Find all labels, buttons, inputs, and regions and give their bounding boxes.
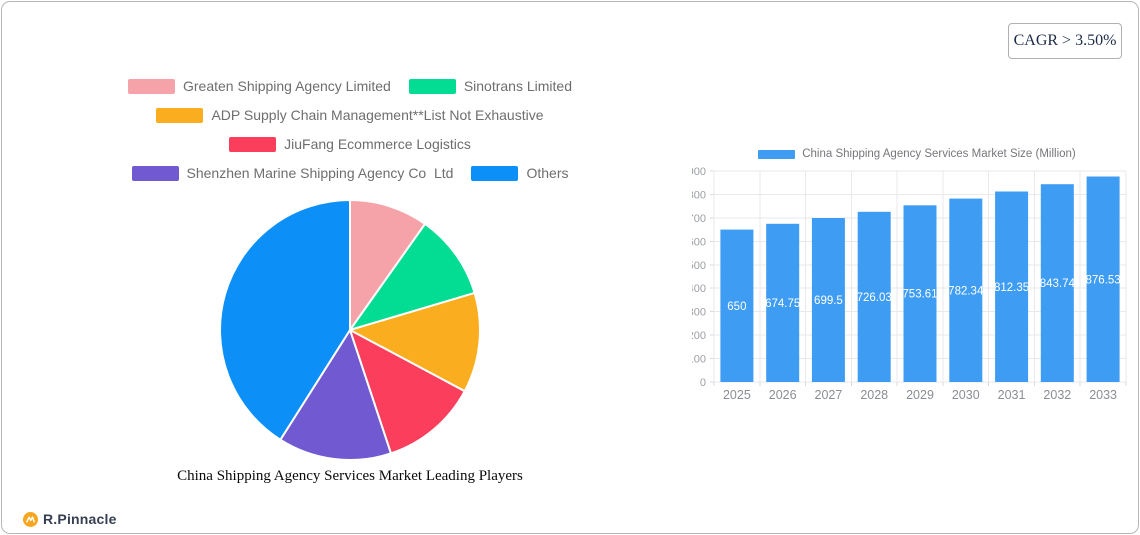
legend-swatch (128, 78, 175, 94)
pie-slice (349, 222, 476, 331)
brand-logo-text: R.Pinnacle (43, 511, 117, 527)
legend-label: Shenzhen Marine Shipping Agency Co Ltd (186, 165, 454, 181)
bar-value-label: 650 (727, 301, 746, 313)
y-axis-label: 900 (692, 166, 706, 178)
bar-value-label: 674.75 (765, 298, 800, 310)
pie-slice (349, 291, 481, 393)
x-axis-label: 2026 (769, 388, 797, 402)
legend-swatch (408, 78, 456, 94)
pie-legend: Greaten Shipping Agency Limited Sinotrans… (88, 78, 612, 181)
legend-item: ADP Supply Chain Management**List Not Ex… (156, 107, 544, 123)
bar-value-label: 782.34 (948, 285, 984, 297)
pie-slice (219, 199, 351, 441)
bar-value-label: 699.5 (814, 295, 843, 307)
pie-slice (349, 329, 466, 455)
x-axis-label: 2031 (998, 388, 1026, 402)
x-axis-label: 2029 (906, 388, 934, 402)
legend-item: Shenzhen Marine Shipping Agency Co Ltd (131, 165, 454, 181)
bar (811, 218, 845, 382)
y-axis-label: 200 (692, 330, 706, 342)
x-axis-label: 2030 (952, 388, 980, 402)
pie-svg (219, 199, 481, 461)
bar (949, 198, 983, 382)
legend-swatch (156, 107, 204, 123)
legend-swatch (471, 165, 519, 181)
legend-label: Greaten Shipping Agency Limited (183, 78, 391, 94)
bar-legend-swatch (758, 149, 796, 159)
y-axis-label: 100 (692, 354, 706, 366)
y-axis-label: 500 (692, 260, 706, 272)
legend-swatch (229, 136, 277, 152)
bar (995, 191, 1029, 382)
y-axis-label: 300 (692, 307, 706, 319)
bar (766, 223, 800, 382)
bar-legend-label: China Shipping Agency Services Market Si… (802, 148, 1076, 160)
legend-label: Others (526, 165, 569, 181)
y-axis-label: 600 (692, 236, 706, 248)
y-axis-label: 700 (692, 213, 706, 225)
x-axis-label: 2027 (815, 388, 843, 402)
y-axis-label: 800 (692, 189, 706, 201)
legend-swatch (131, 165, 179, 181)
legend-item: Others (471, 165, 568, 181)
legend-label: JiuFang Ecommerce Logistics (284, 136, 471, 152)
pie-chart (215, 195, 485, 465)
bar-value-label: 812.35 (994, 282, 1029, 294)
bar (903, 205, 937, 382)
pie-slice (279, 329, 392, 461)
bar-value-label: 726.03 (857, 292, 892, 304)
bar-svg: 0 100 200 300 400 500 600 700 800 900 650 2025 674.7… (688, 166, 1127, 402)
bar (720, 229, 754, 382)
x-axis-label: 2032 (1043, 388, 1071, 402)
legend-item: JiuFang Ecommerce Logistics (229, 136, 471, 152)
legend-label: Sinotrans Limited (463, 78, 572, 94)
legend-label: ADP Supply Chain Management**List Not Ex… (211, 107, 544, 123)
y-axis-label: 400 (692, 283, 706, 295)
bar (1086, 176, 1120, 382)
pie-slice (349, 199, 427, 331)
bar-value-label: 843.74 (1040, 278, 1076, 290)
brand-logo: R.Pinnacle (23, 511, 117, 527)
cagr-badge: CAGR > 3.50% (1008, 23, 1122, 59)
bar-chart-legend: China Shipping Agency Services Market Si… (692, 148, 1140, 160)
bar-value-label: 753.61 (902, 289, 937, 301)
bar-chart: 0 100 200 300 400 500 600 700 800 900 650 2025 674.7… (688, 142, 1140, 412)
bar (857, 211, 891, 382)
pinnacle-glyph-icon (26, 515, 35, 523)
x-axis-label: 2025 (723, 388, 751, 402)
bar-value-label: 876.53 (1086, 274, 1121, 286)
y-axis-label: 0 (700, 377, 706, 389)
x-axis-label: 2028 (860, 388, 888, 402)
legend-item: Greaten Shipping Agency Limited (128, 78, 391, 94)
bar (1040, 184, 1074, 382)
pinnacle-circle-icon (23, 511, 38, 527)
pie-chart-title: China Shipping Agency Services Market Le… (177, 468, 523, 484)
x-axis-label: 2033 (1089, 388, 1117, 402)
legend-item: Sinotrans Limited (408, 78, 572, 94)
